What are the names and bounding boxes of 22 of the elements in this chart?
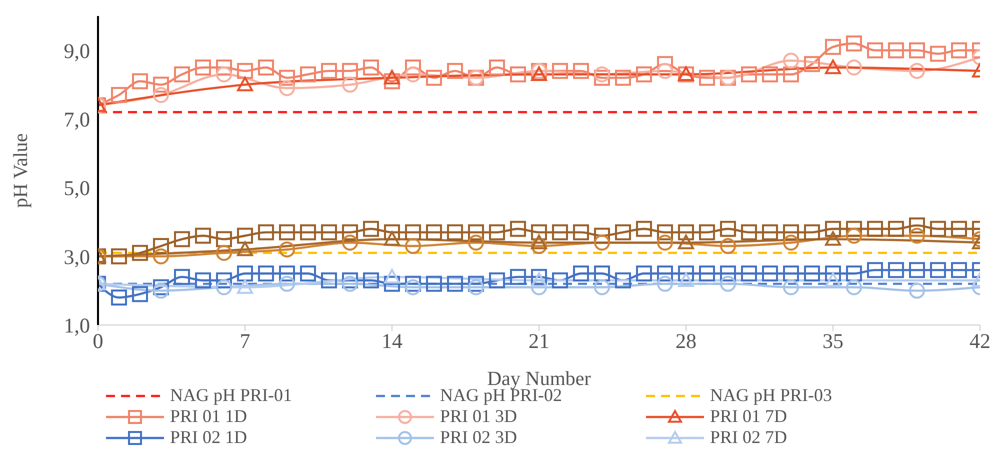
- y-tick-label: 1,0: [64, 313, 90, 338]
- legend-label: PRI 01 7D: [710, 406, 788, 427]
- x-tick-label: 28: [676, 328, 696, 353]
- y-axis-title: pH Value: [10, 133, 32, 208]
- x-tick-label: 14: [382, 328, 403, 353]
- legend-label: PRI 02 1D: [170, 427, 248, 448]
- legend-label: PRI 01 3D: [440, 406, 518, 427]
- x-axis-title: Day Number: [487, 368, 592, 390]
- x-tick-label: 0: [92, 328, 104, 353]
- y-tick-label: 5,0: [64, 176, 90, 200]
- y-tick-label: 3,0: [64, 244, 90, 269]
- x-tick-label: 7: [240, 328, 250, 353]
- legend-label: NAG pH PRI-01: [170, 385, 292, 406]
- y-tick-label: 7,0: [64, 107, 90, 132]
- legend-label: PRI 01 1D: [170, 406, 248, 427]
- x-tick-label: 35: [822, 328, 844, 353]
- legend-label: NAG pH PRI-03: [710, 385, 832, 406]
- y-tick-label: 9,0: [64, 38, 90, 63]
- legend-label: PRI 02 7D: [710, 427, 788, 448]
- x-tick-label: 21: [528, 328, 550, 353]
- x-tick-label: 42: [970, 328, 990, 353]
- legend-label: PRI 02 3D: [440, 427, 518, 448]
